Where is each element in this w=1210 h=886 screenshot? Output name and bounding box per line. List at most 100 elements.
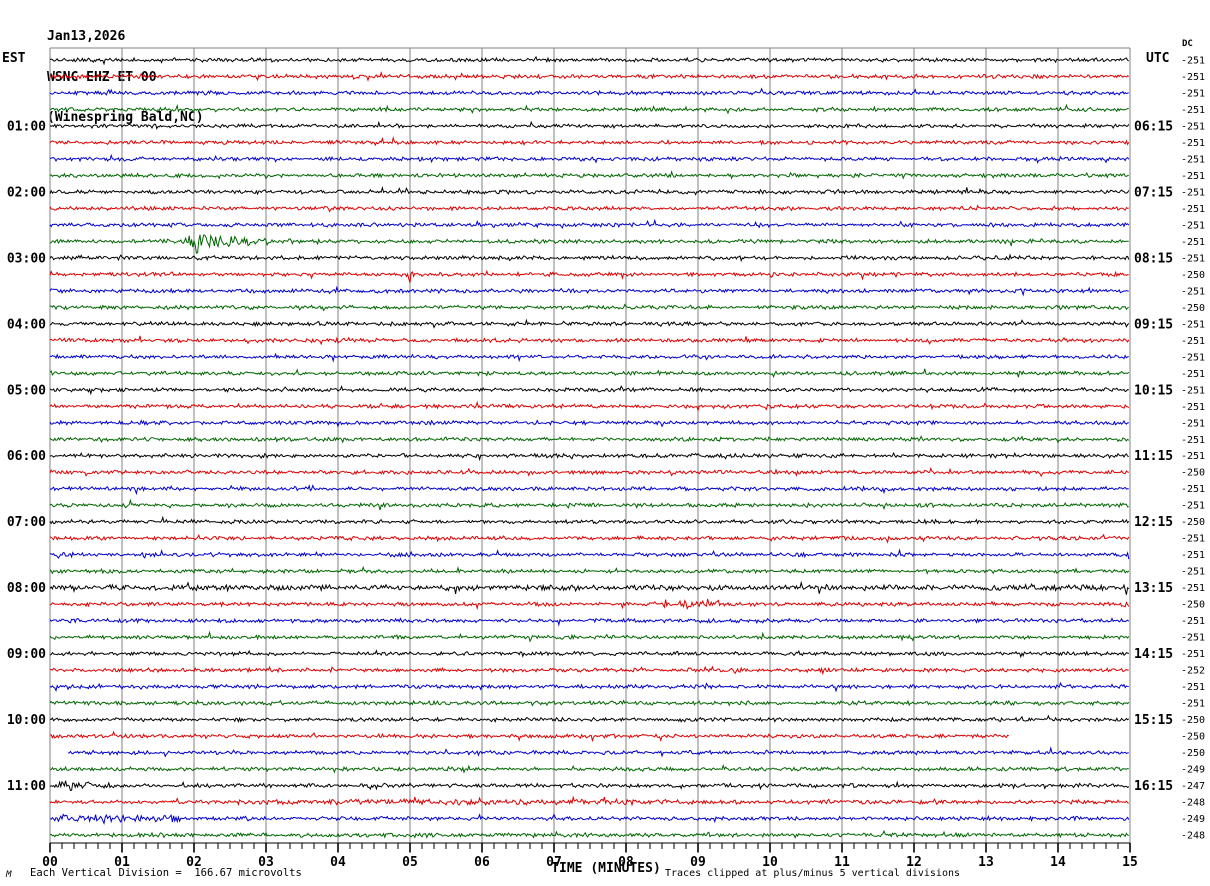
x-tick-label: 02 [186,855,202,870]
trace-row-32 [49,565,1130,575]
utc-time-label: 07:15 [1134,185,1173,200]
trace-row-22 [49,400,1130,413]
est-time-label: 07:00 [7,515,46,530]
trace-row-9 [49,185,1130,196]
dc-value: -250 [1181,715,1205,726]
dc-value: -250 [1181,732,1205,743]
trace-row-44 [50,763,1129,774]
dc-value: -251 [1181,154,1205,165]
trace-row-27 [49,484,1129,496]
left-timezone-header: EST [2,51,26,66]
clip-note: Traces clipped at plus/minus 5 vertical … [665,868,961,879]
dc-value: -250 [1181,748,1205,759]
trace-row-35 [49,617,1130,627]
dc-value: -251 [1181,699,1205,710]
dc-value: -251 [1181,501,1205,512]
trace-row-12 [49,233,1129,254]
utc-time-label: 10:15 [1134,383,1173,398]
dc-value: -251 [1181,286,1205,297]
dc-value: -251 [1181,682,1205,693]
trace-row-21 [49,385,1129,396]
est-time-label: 06:00 [7,449,46,464]
trace-row-31 [49,548,1130,560]
dc-value: -251 [1181,402,1205,413]
est-time-label: 11:00 [7,779,46,794]
x-axis-title: TIME (MINUTES) [551,861,661,876]
x-tick-label: 15 [1122,855,1138,870]
right-timezone-header: UTC [1146,51,1170,66]
dc-value: -248 [1181,831,1205,842]
x-tick-label: 04 [330,855,346,870]
dc-value: -252 [1181,666,1205,677]
trace-row-10 [49,204,1129,213]
seismogram-traces [49,55,1130,839]
x-tick-label: 03 [258,855,274,870]
trace-row-29 [49,515,1130,525]
x-tick-labels: 00 01 02 03 04 05 06 07 08 09 10 11 12 13 14 15 [42,855,1138,870]
utc-time-label: 06:15 [1134,119,1173,134]
trace-row-26 [49,466,1129,478]
trace-row-37 [49,649,1129,659]
dc-value: -251 [1181,534,1205,545]
est-time-label: 09:00 [7,647,46,662]
dc-value: -251 [1181,435,1205,446]
est-time-label: 04:00 [7,317,46,332]
dc-value: -251 [1181,418,1205,429]
trace-row-20 [49,368,1130,379]
utc-time-label: 09:15 [1134,317,1173,332]
trace-row-36 [49,630,1130,643]
x-tick-label: 07 [546,855,562,870]
x-tick-label: 14 [1050,855,1066,870]
row-labels: -251 -251 -251 -251 01:00 06:15 -251 -251 -251 -2… [7,56,1205,842]
dc-value: -251 [1181,484,1205,495]
dc-value: -251 [1181,187,1205,198]
trace-row-6 [49,136,1130,147]
trace-row-40 [49,699,1130,707]
title-date: Jan13,2026 [47,29,126,44]
trace-row-48 [49,829,1129,839]
dc-value: -251 [1181,385,1205,396]
scale-note: Each Vertical Division = 166.67 microvol… [30,867,302,879]
trace-row-4 [49,103,1129,115]
x-tick-label: 12 [906,855,922,870]
dc-value: -251 [1181,583,1205,594]
x-tick-label: 10 [762,855,778,870]
dc-value: -251 [1181,237,1205,248]
trace-row-2 [49,71,1130,82]
dc-value: -251 [1181,319,1205,330]
x-tick-label: 13 [978,855,994,870]
x-tick-label: 11 [834,855,850,870]
dc-value: -251 [1181,72,1205,83]
utc-time-label: 08:15 [1134,251,1173,266]
x-tick-label: 05 [402,855,418,870]
trace-row-15 [49,285,1129,297]
dc-value: -251 [1181,204,1205,215]
est-time-label: 02:00 [7,185,46,200]
trace-row-8 [49,170,1129,180]
dc-value: -251 [1181,616,1205,627]
trace-row-7 [49,153,1130,164]
trace-row-34 [49,598,1130,611]
trace-row-42 [49,730,1009,743]
dc-value: -250 [1181,468,1205,479]
dc-value: -251 [1181,649,1205,660]
x-axis [49,842,1131,853]
trace-row-25 [49,451,1129,462]
dc-value: -251 [1181,550,1205,561]
dc-value: -250 [1181,270,1205,281]
trace-row-39 [49,681,1129,693]
trace-row-33 [49,580,1130,595]
dc-value: -251 [1181,336,1205,347]
trace-row-3 [49,87,1129,97]
dc-value: -249 [1181,765,1205,776]
dc-value: -251 [1181,220,1205,231]
dc-value: -247 [1181,781,1205,792]
est-time-label: 10:00 [7,713,46,728]
dc-value: -251 [1181,352,1205,363]
trace-row-45 [49,780,1130,791]
trace-row-18 [49,335,1130,346]
trace-row-38 [49,665,1129,676]
trace-row-41 [49,714,1130,724]
